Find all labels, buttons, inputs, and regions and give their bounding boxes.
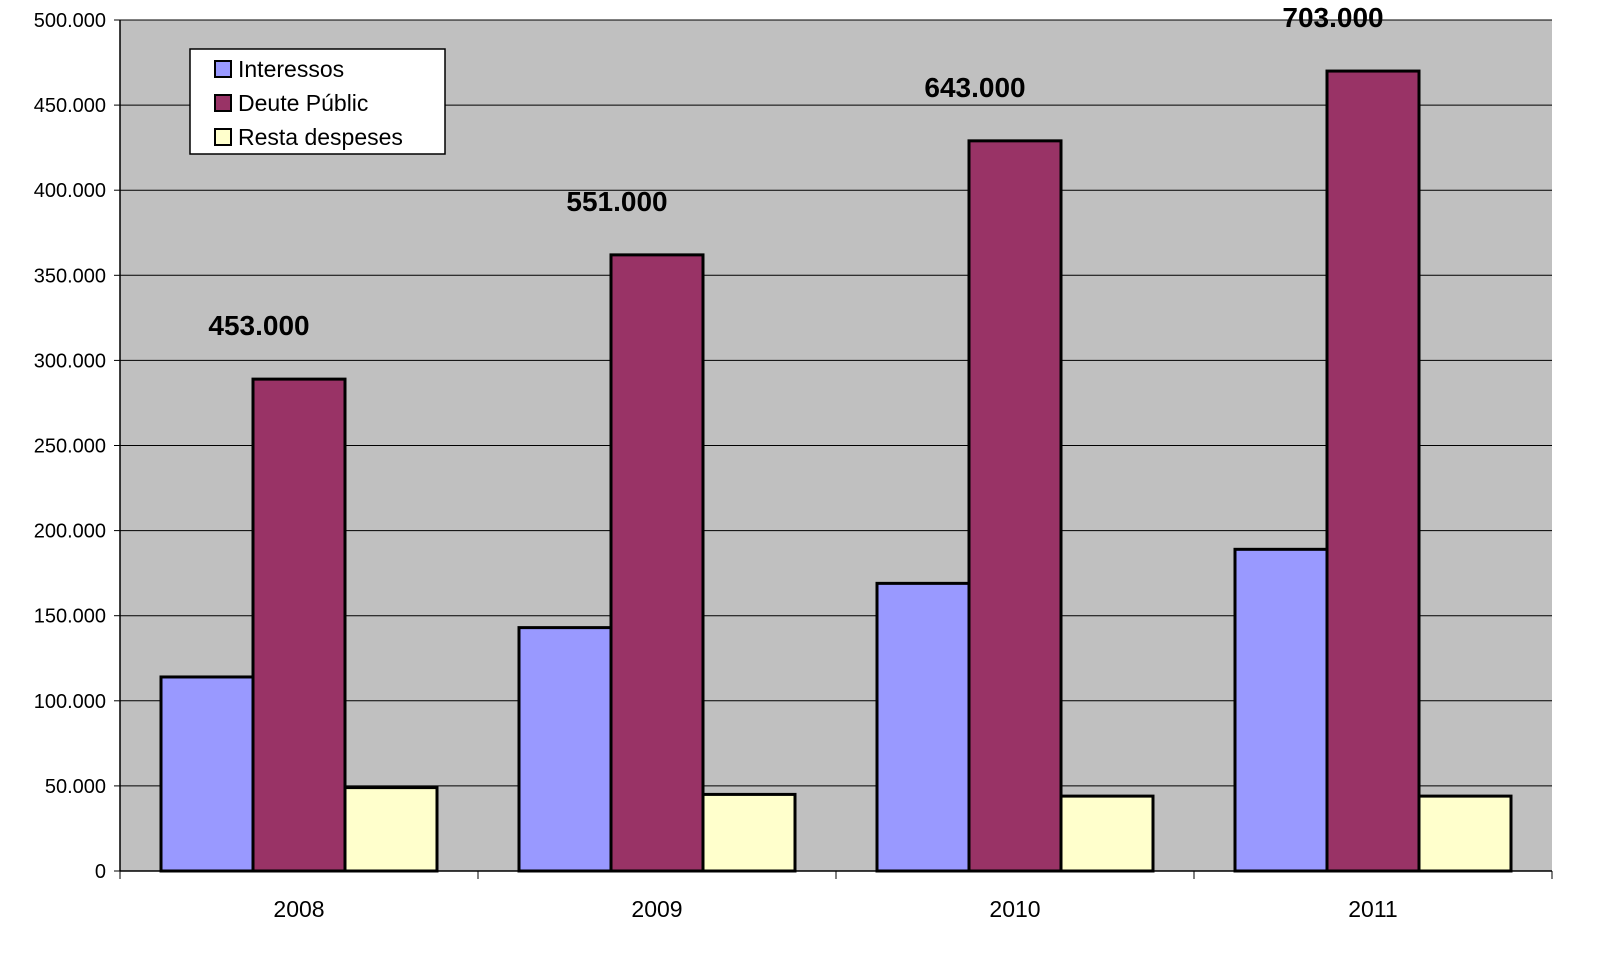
y-tick-label: 350.000 xyxy=(34,265,106,287)
data-label-total: 551.000 xyxy=(566,186,667,217)
bars xyxy=(159,69,1513,873)
x-tick-label: 2008 xyxy=(273,896,324,922)
y-tick-label: 300.000 xyxy=(34,350,106,372)
legend-swatch xyxy=(214,128,232,146)
bar-deute-p-blic-2008 xyxy=(251,377,347,873)
bar-interessos-2010 xyxy=(875,581,971,873)
bar-resta-despeses-2011 xyxy=(1417,794,1513,873)
y-tick-label: 200.000 xyxy=(34,521,106,543)
bar-deute-p-blic-2011 xyxy=(1325,69,1421,873)
x-tick-label: 2010 xyxy=(989,896,1040,922)
bar-interessos-2009 xyxy=(517,626,613,873)
bar-deute-p-blic-2009 xyxy=(609,253,705,873)
bar-resta-despeses-2008 xyxy=(343,786,439,873)
data-label-total: 453.000 xyxy=(208,310,309,341)
legend-swatch xyxy=(214,60,232,78)
data-label-total: 643.000 xyxy=(924,72,1025,103)
x-tick-label: 2011 xyxy=(1348,896,1397,922)
bar-resta-despeses-2009 xyxy=(701,792,797,873)
legend-label: Deute Públic xyxy=(238,90,368,116)
y-tick-label: 50.000 xyxy=(45,776,106,798)
data-label-total: 703.000 xyxy=(1282,2,1383,33)
legend-label: Interessos xyxy=(238,56,344,82)
bar-interessos-2011 xyxy=(1233,547,1329,873)
y-tick-label: 0 xyxy=(95,861,106,883)
y-tick-label: 100.000 xyxy=(34,691,106,713)
bar-resta-despeses-2010 xyxy=(1059,794,1155,873)
legend: Interessos Deute Públic Resta despeses xyxy=(189,48,446,155)
annotations: 453.000 551.000 643.000 703.000 xyxy=(208,2,1383,341)
bar-interessos-2008 xyxy=(159,675,255,873)
y-tick-label: 500.000 xyxy=(34,10,106,32)
legend-label: Resta despeses xyxy=(238,124,403,150)
x-tick-label: 2009 xyxy=(631,896,682,922)
y-tick-label: 400.000 xyxy=(34,180,106,202)
y-tick-label: 150.000 xyxy=(34,606,106,628)
legend-swatch xyxy=(214,94,232,112)
tick-labels: 0 50.000 100.000 150.000 200.000 250.000 300.0… xyxy=(34,10,1398,922)
y-tick-label: 450.000 xyxy=(34,95,106,117)
legend-box xyxy=(189,48,446,155)
bar-deute-p-blic-2010 xyxy=(967,139,1063,873)
y-tick-label: 250.000 xyxy=(34,436,106,458)
